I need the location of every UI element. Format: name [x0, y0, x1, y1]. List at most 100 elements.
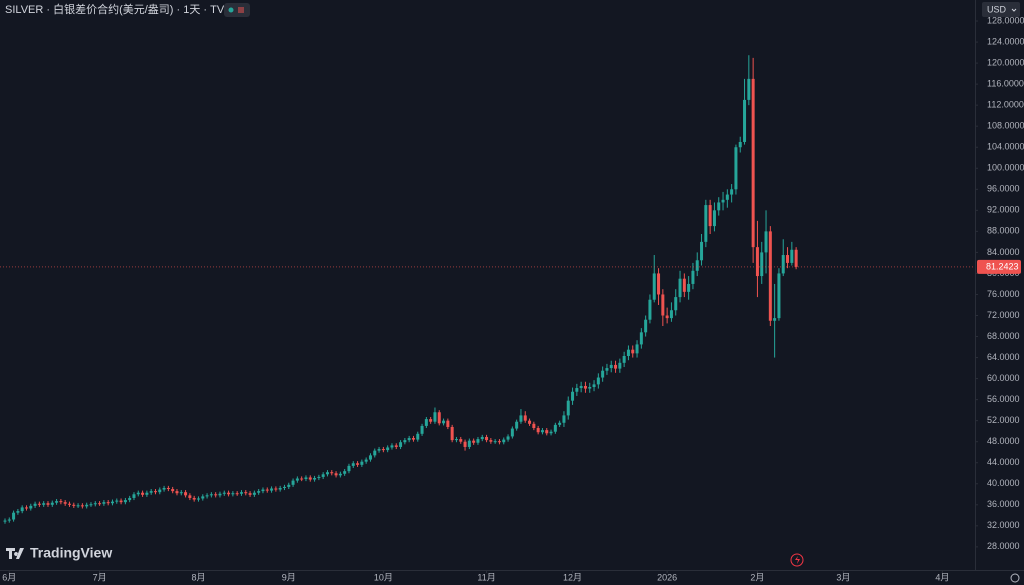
candle-body — [704, 205, 708, 242]
candle-body — [674, 297, 678, 311]
y-tick-label: 32.0000 — [987, 520, 1020, 530]
candle-body — [712, 210, 716, 227]
currency-caret — [1011, 8, 1017, 12]
candle-body — [115, 500, 119, 502]
candle-body — [781, 255, 785, 274]
last-price-tag — [977, 259, 1021, 274]
candle-body — [364, 459, 368, 462]
candle-body — [308, 477, 312, 480]
candle-body — [231, 493, 235, 495]
candle-body — [691, 270, 695, 284]
candle-body — [93, 503, 97, 505]
candle-body — [80, 505, 84, 507]
x-tick-label: 10月 — [374, 572, 393, 582]
candle-body — [661, 294, 665, 316]
candle-body — [403, 440, 407, 443]
y-tick-label: 128.0000 — [987, 15, 1024, 25]
candle-body — [558, 422, 562, 425]
candle-body — [532, 423, 536, 429]
candle-body — [485, 436, 489, 441]
candle-body — [751, 78, 755, 248]
candle-body — [179, 492, 183, 494]
candle-body — [695, 260, 699, 271]
candle-body — [760, 252, 764, 277]
candle-body — [325, 472, 329, 475]
candle-body — [201, 496, 205, 499]
candle-body — [368, 455, 372, 460]
currency-label[interactable]: USD — [987, 4, 1007, 14]
x-tick-label: 3月 — [836, 572, 850, 582]
x-tick-label: 7月 — [93, 572, 107, 582]
x-tick-label: 8月 — [191, 572, 205, 582]
candle-body — [528, 420, 532, 424]
event-icon[interactable] — [790, 553, 804, 567]
last-price-label: 81.2423 — [986, 261, 1019, 271]
y-tick-label: 68.0000 — [987, 331, 1020, 341]
candle-body — [459, 439, 463, 442]
candle-body — [553, 424, 557, 432]
candle-body — [313, 477, 317, 480]
candle-body — [261, 489, 265, 492]
candle-body — [605, 368, 609, 371]
candle-body — [743, 99, 747, 142]
candle-body — [626, 349, 630, 356]
currency-button[interactable] — [982, 2, 1020, 17]
candle-body — [575, 388, 579, 392]
candle-body — [450, 426, 454, 441]
candle-body — [218, 493, 222, 496]
candle-body — [502, 439, 506, 443]
candle-body — [128, 497, 132, 501]
candle-body — [588, 387, 592, 389]
y-tick-label: 52.0000 — [987, 415, 1020, 425]
candle-body — [153, 491, 157, 493]
candle-body — [489, 440, 493, 442]
candle-body — [222, 492, 226, 494]
candle-body — [682, 278, 686, 292]
candle-body — [334, 473, 338, 476]
candle-body — [145, 492, 149, 495]
candle-body — [291, 480, 295, 485]
x-tick-label: 4月 — [935, 572, 949, 582]
candle-body — [622, 355, 626, 363]
candle-body — [106, 502, 110, 504]
candle-body — [536, 428, 540, 433]
y-tick-label: 88.0000 — [987, 226, 1020, 236]
candle-body — [42, 503, 46, 505]
candles — [3, 55, 798, 524]
candle-body — [786, 255, 790, 263]
candle-body — [29, 505, 33, 509]
x-tick-label: 11月 — [477, 572, 495, 582]
status-icons[interactable] — [224, 3, 250, 17]
candle-body — [347, 465, 351, 472]
status-badge[interactable] — [224, 3, 250, 17]
y-tick-label: 104.0000 — [987, 142, 1024, 152]
candle-body — [519, 415, 523, 422]
settings-icon[interactable] — [1010, 573, 1020, 583]
candle-body — [227, 492, 231, 495]
y-tick-label: 44.0000 — [987, 457, 1020, 467]
candle-body — [343, 471, 347, 474]
status-lines — [238, 7, 244, 13]
candle-body — [235, 493, 239, 495]
candle-body — [463, 441, 467, 447]
candle-body — [725, 194, 729, 200]
y-tick-label: 28.0000 — [987, 541, 1020, 551]
candle-body — [72, 504, 76, 506]
candle-body — [652, 273, 656, 300]
candle-body — [609, 364, 613, 369]
candle-body — [442, 420, 446, 424]
candle-body — [287, 484, 291, 487]
candle-body — [678, 278, 682, 298]
candle-body — [317, 476, 321, 478]
candle-body — [566, 400, 570, 416]
candle-body — [596, 377, 600, 385]
candle-body — [171, 489, 175, 492]
y-tick-label: 108.0000 — [987, 121, 1024, 131]
candle-body — [480, 436, 484, 440]
candle-body — [248, 493, 252, 495]
candle-body — [764, 231, 768, 253]
candle-body — [184, 492, 188, 496]
tradingview-logo[interactable]: TradingView — [6, 545, 112, 561]
